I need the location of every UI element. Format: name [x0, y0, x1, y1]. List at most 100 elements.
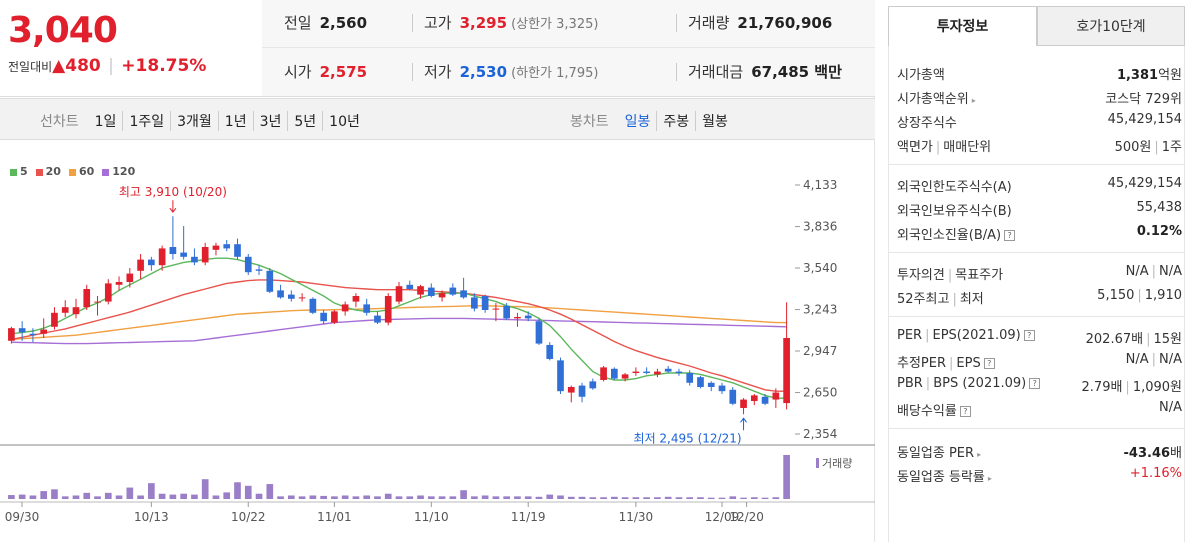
- summary-row: 시가 2,575 저가 2,530 (하한가 1,795) 거래대금 67,485 백만: [262, 49, 875, 97]
- volume-bar: [223, 492, 231, 499]
- candle-body: [654, 371, 661, 375]
- candle-body: [395, 286, 403, 302]
- candle-chart-tabs: 봉차트 일봉 주봉 월봉: [570, 111, 734, 131]
- divider: [889, 316, 1184, 317]
- divider: |: [935, 140, 941, 155]
- candle-body: [718, 385, 726, 392]
- candle-body: [115, 281, 123, 285]
- candle-body: [223, 244, 231, 249]
- info-row: 배당수익률? N/A: [897, 400, 1182, 419]
- x-tick-label: 11/10: [414, 510, 449, 524]
- divider: [889, 428, 1184, 429]
- volume-bar: [320, 495, 327, 499]
- volume-bar: [460, 490, 467, 499]
- volume-bar: [535, 496, 543, 499]
- x-tick-label: 10/13: [134, 510, 169, 524]
- candle-body: [740, 399, 747, 408]
- legend-swatch: [68, 168, 76, 176]
- volume-bar: [169, 494, 177, 499]
- info-row: 외국인보유주식수(B) 55,438: [897, 200, 1182, 219]
- y-tick-label: 2,354: [803, 427, 837, 441]
- tab-5y[interactable]: 5년: [288, 111, 324, 131]
- info-row[interactable]: 시가총액순위 ▸ 코스닥 729위: [897, 92, 1182, 107]
- info-row: 액면가 | 매매단위 500원 | 1주: [897, 140, 1182, 155]
- legend-ma60: 60: [68, 165, 94, 178]
- chart-area: 5 20 60 120 4,133 3,836 3,540 3,243 2,947 2,650 2…: [0, 141, 875, 542]
- help-icon[interactable]: ?: [1004, 230, 1016, 241]
- volume-bar: [341, 495, 349, 499]
- tab-1y[interactable]: 1년: [219, 111, 254, 131]
- open-price: 시가 2,575: [284, 63, 368, 81]
- volume-bar: [438, 496, 446, 499]
- volume-bar: [277, 496, 284, 499]
- candle-body: [492, 308, 500, 310]
- volume-bar: [40, 491, 48, 499]
- legend-ma120: 120: [102, 165, 135, 178]
- tab-1d[interactable]: 1일: [89, 111, 124, 131]
- info-row[interactable]: 동일업종 PER ▸ -43.46배: [897, 446, 1182, 461]
- y-tick-label: 2,947: [803, 344, 837, 358]
- candle-body: [374, 315, 381, 323]
- volume-bar: [514, 496, 521, 499]
- divider: |: [925, 376, 931, 391]
- divider: |: [1154, 140, 1159, 155]
- x-tick-label: 12/09: [705, 510, 740, 524]
- volume-bar: [309, 495, 317, 499]
- legend-swatch: [102, 168, 110, 176]
- tab-orderbook[interactable]: 호가10단계: [1037, 6, 1185, 46]
- divider: [889, 252, 1184, 253]
- x-tick-label: 11/30: [619, 510, 654, 524]
- volume-bar: [115, 495, 123, 499]
- candle-body: [524, 315, 532, 319]
- high-annotation: 최고 3,910 (10/20): [119, 185, 227, 199]
- volume-bar: [395, 496, 403, 499]
- legend-ma5: 5: [10, 165, 28, 178]
- volume-bar: [137, 495, 144, 499]
- help-icon[interactable]: ?: [1029, 378, 1041, 389]
- divider: |: [1151, 264, 1156, 279]
- tab-weekly[interactable]: 주봉: [657, 111, 697, 131]
- help-icon[interactable]: ?: [983, 358, 995, 369]
- candle-body: [83, 288, 91, 308]
- investment-info-panel: 투자정보 호가10단계 시가총액 1,381억원 시가총액순위 ▸ 코스닥 729위 …: [887, 0, 1194, 542]
- candle-body: [180, 252, 187, 257]
- candle-body: [460, 290, 467, 298]
- volume-bar: [600, 497, 607, 499]
- volume-bar: [761, 497, 769, 499]
- candle-body: [266, 270, 274, 292]
- tab-10y[interactable]: 10년: [329, 114, 360, 130]
- tab-1w[interactable]: 1주일: [123, 111, 172, 131]
- volume-bar: [298, 496, 306, 499]
- candle-body: [783, 337, 790, 404]
- candle-body: [29, 333, 37, 336]
- ma120-line: [11, 317, 787, 345]
- tab-monthly[interactable]: 월봉: [702, 114, 728, 130]
- legend-swatch: [35, 168, 43, 176]
- help-icon[interactable]: ?: [959, 406, 971, 417]
- chart-period-tabs: 선차트 1일 1주일 3개월 1년 3년 5년 10년 봉차트 일봉 주봉 월봉: [0, 98, 875, 140]
- candle-body: [191, 256, 198, 263]
- candle-body: [51, 312, 58, 327]
- info-row[interactable]: 동일업종 등락률 ▸ +1.16%: [897, 466, 1182, 485]
- tab-daily[interactable]: 일봉: [619, 111, 658, 131]
- info-row: 시가총액 1,381억원: [897, 68, 1182, 83]
- price-change: 전일대비▲480 | +18.75%: [8, 56, 206, 76]
- divider: [412, 63, 413, 81]
- volume-bar: [61, 496, 69, 499]
- volume-bar: [266, 484, 274, 499]
- volume-bar: [244, 485, 252, 499]
- tab-3m[interactable]: 3개월: [171, 111, 219, 131]
- volume-bar: [697, 497, 704, 499]
- change-label: 전일대비: [8, 60, 53, 74]
- info-row: PER | EPS(2021.09)? 202.67배 | 15원: [897, 328, 1182, 347]
- divider: |: [1137, 288, 1142, 303]
- tab-investment-info[interactable]: 투자정보: [888, 6, 1037, 46]
- candle-body: [729, 389, 737, 404]
- info-row: 외국인한도주식수(A) 45,429,154: [897, 176, 1182, 195]
- help-icon[interactable]: ?: [1023, 330, 1035, 341]
- tab-3y[interactable]: 3년: [254, 111, 289, 131]
- info-tabs: 투자정보 호가10단계: [888, 6, 1185, 46]
- candlestick-chart[interactable]: 4,133 3,836 3,540 3,243 2,947 2,650 2,354 최고 3,…: [0, 141, 875, 542]
- candle-body: [277, 290, 284, 298]
- volume-bar: [406, 496, 414, 499]
